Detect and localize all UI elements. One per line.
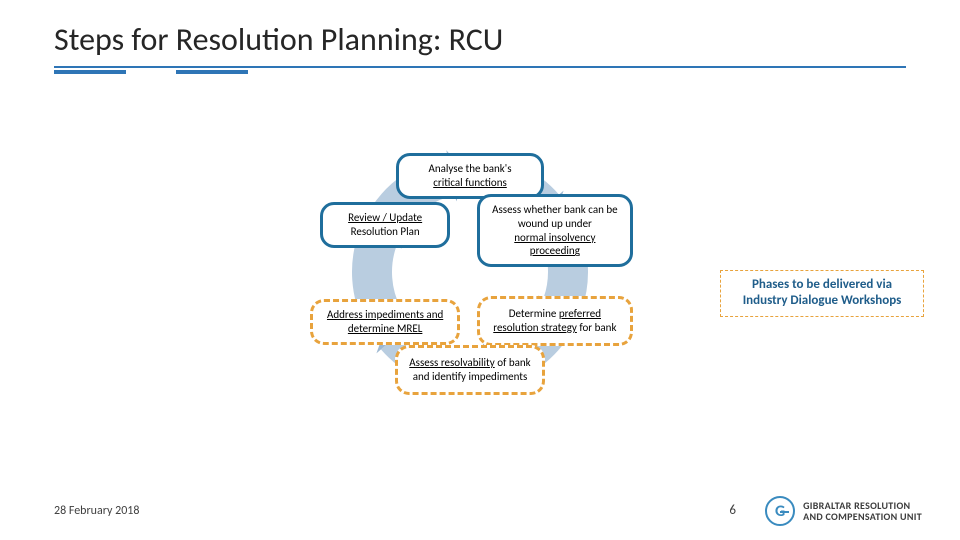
footer-logo: G GIBRALTAR RESOLUTION AND COMPENSATION … xyxy=(765,496,922,526)
cycle-node: Determine preferred resolution strategy … xyxy=(477,296,633,346)
page-title: Steps for Resolution Planning: RCU xyxy=(54,20,503,59)
cycle-node: Review / UpdateResolution Plan xyxy=(320,202,450,248)
footer-date: 28 February 2018 xyxy=(54,504,139,518)
logo-line2: AND COMPENSATION UNIT xyxy=(803,510,922,523)
title-underline xyxy=(54,66,906,68)
cycle-node: Assess resolvability of bank and identif… xyxy=(395,345,545,395)
cycle-diagram: Analyse the bank'scritical functionsAsse… xyxy=(290,92,650,452)
title-accent xyxy=(54,70,126,74)
callout-box: Phases to be delivered via Industry Dial… xyxy=(720,270,924,317)
cycle-node: Address impediments and determine MREL xyxy=(310,299,460,345)
title-accent xyxy=(176,70,248,74)
logo-icon: G xyxy=(765,496,795,526)
cycle-ring xyxy=(290,92,650,452)
callout-line1: Phases to be delivered via xyxy=(752,277,892,292)
cycle-node: Analyse the bank'scritical functions xyxy=(396,153,544,199)
page-number: 6 xyxy=(729,503,736,518)
cycle-node: Assess whether bank can be wound up unde… xyxy=(477,194,633,267)
logo-text: GIBRALTAR RESOLUTION AND COMPENSATION UN… xyxy=(803,500,922,522)
callout-line2: Industry Dialogue Workshops xyxy=(743,293,902,308)
